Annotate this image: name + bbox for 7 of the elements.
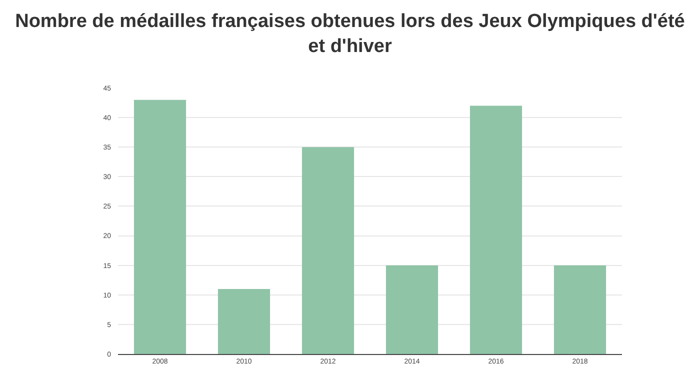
bar: [302, 147, 354, 354]
bar: [386, 265, 438, 354]
chart-title: Nombre de médailles françaises obtenues lors des Jeux Olympiques d'été et d'hiver: [15, 11, 685, 57]
bar: [134, 100, 186, 354]
bar: [218, 288, 270, 354]
bar: [470, 106, 522, 354]
bar: [554, 265, 606, 354]
